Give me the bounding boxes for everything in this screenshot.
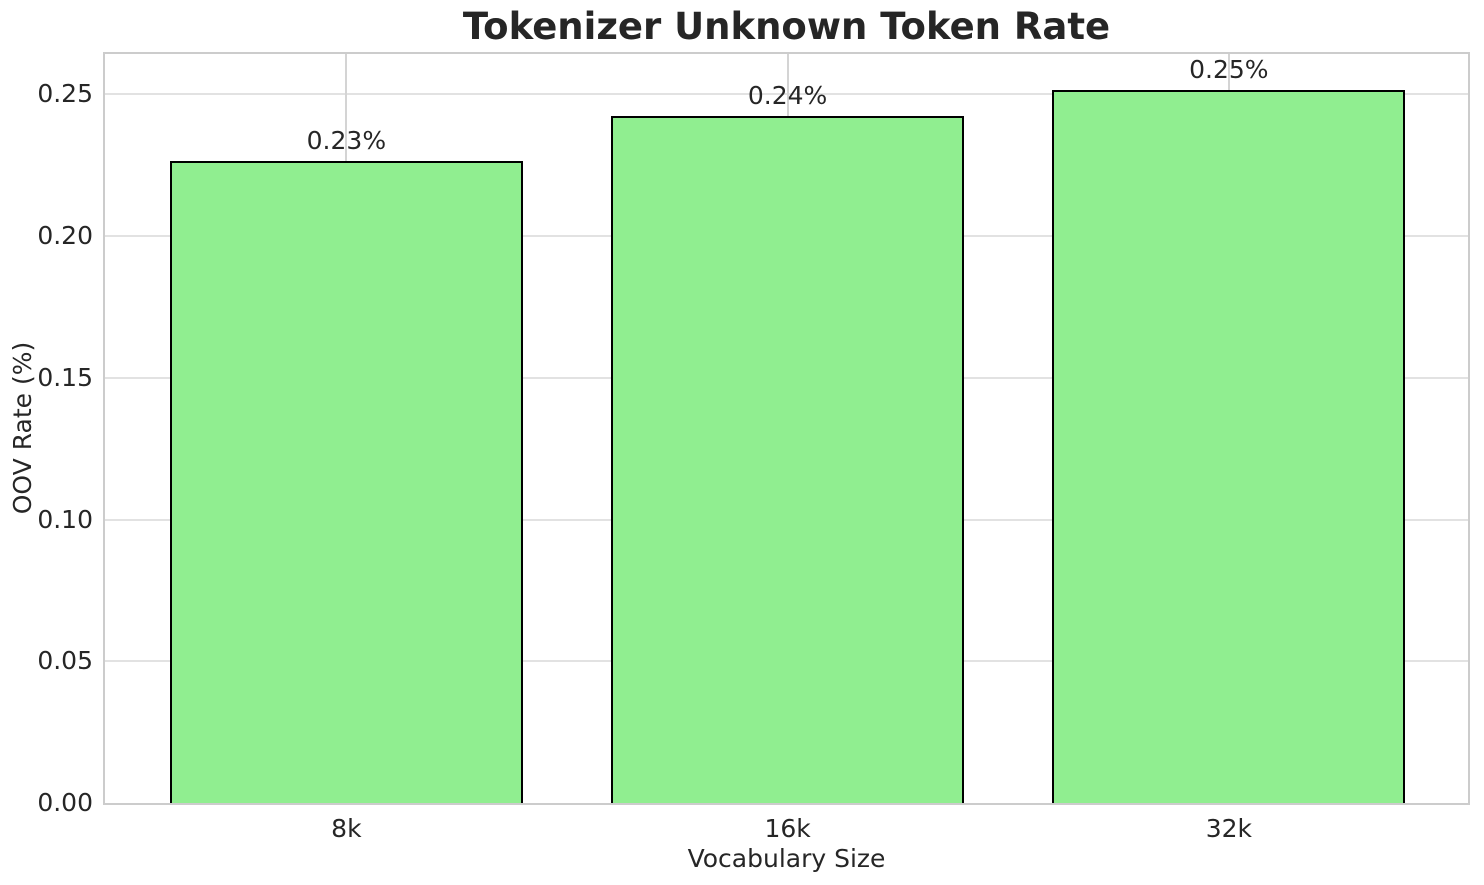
y-gridline — [105, 93, 1468, 96]
y-tick-label: 0.00 — [37, 788, 93, 817]
y-tick-label: 0.10 — [37, 504, 93, 534]
bar-value-label: 0.25% — [1189, 55, 1269, 85]
bar — [1052, 90, 1406, 803]
bar-value-label: 0.23% — [306, 125, 387, 155]
x-tick-label: 32k — [1205, 814, 1252, 843]
x-axis-label: Vocabulary Size — [687, 844, 886, 873]
bar-value-label: 0.24% — [747, 81, 828, 111]
bar — [169, 160, 523, 803]
x-tick-label: 16k — [764, 814, 811, 843]
y-tick-label: 0.15 — [37, 362, 93, 392]
plot-area: 0.00 0.05 0.10 0.15 0.20 0.25 0.23% 8k 0.24% 16k 0… — [37, 52, 1470, 843]
chart-title: Tokenizer Unknown Token Rate — [462, 5, 1111, 48]
y-tick-label: 0.05 — [37, 646, 93, 676]
y-tick-label: 0.20 — [37, 221, 93, 250]
y-tick-label: 0.25 — [37, 79, 93, 109]
x-tick-label: 8k — [331, 814, 362, 843]
bar — [611, 116, 965, 803]
y-axis-label: OOV Rate (%) — [8, 341, 37, 515]
